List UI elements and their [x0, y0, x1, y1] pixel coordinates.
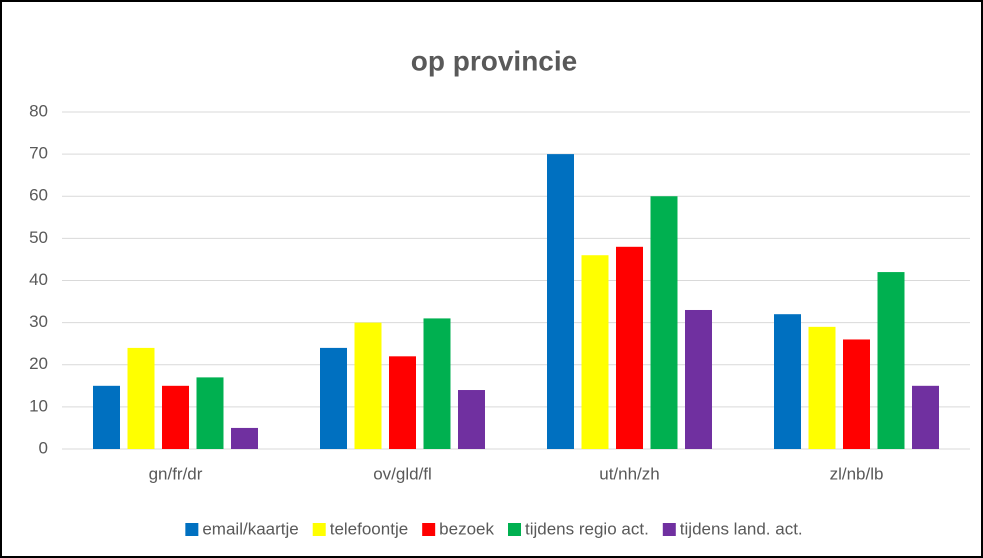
bar — [581, 255, 609, 449]
bar — [843, 339, 870, 449]
bar — [196, 377, 224, 449]
x-tick-label: zl/nb/lb — [830, 464, 884, 483]
bar — [354, 322, 382, 449]
x-tick-label: gn/fr/dr — [149, 464, 203, 483]
legend-label: tijdens regio act. — [525, 519, 649, 538]
legend-label: telefoontje — [330, 519, 408, 538]
y-tick-label: 70 — [29, 144, 48, 163]
bar — [320, 347, 347, 449]
bar — [127, 347, 155, 449]
bar — [389, 356, 416, 449]
y-tick-label: 30 — [29, 312, 48, 331]
y-tick-label: 50 — [29, 228, 48, 247]
bar — [547, 154, 574, 449]
y-tick-label: 80 — [29, 101, 48, 120]
bar — [685, 309, 712, 449]
chart-title: op provincie — [411, 45, 577, 76]
legend-label: tijdens land. act. — [680, 519, 803, 538]
bar — [458, 390, 485, 449]
bar — [877, 272, 905, 449]
y-tick-label: 20 — [29, 354, 48, 373]
y-tick-label: 10 — [29, 396, 48, 415]
bar — [912, 385, 939, 449]
legend-swatch — [312, 523, 326, 536]
x-tick-label: ov/gld/fl — [373, 464, 432, 483]
bar — [808, 326, 836, 449]
y-tick-label: 60 — [29, 186, 48, 205]
bar — [162, 385, 189, 449]
legend-label: bezoek — [439, 519, 494, 538]
legend-swatch — [508, 523, 521, 536]
y-tick-label: 0 — [39, 438, 48, 457]
bar — [650, 196, 678, 449]
legend-swatch — [185, 523, 199, 536]
bar — [774, 314, 801, 449]
legend-label: email/kaartje — [202, 519, 298, 538]
bar — [231, 427, 258, 449]
bar — [93, 385, 120, 449]
y-tick-label: 40 — [29, 270, 48, 289]
legend-swatch — [422, 523, 436, 536]
bar — [423, 318, 451, 449]
x-tick-label: ut/nh/zh — [599, 464, 660, 483]
legend-swatch — [662, 523, 676, 536]
bar — [616, 246, 643, 449]
